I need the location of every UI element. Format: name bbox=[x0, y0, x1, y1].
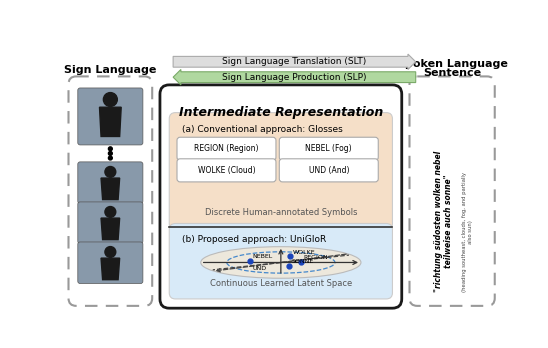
FancyBboxPatch shape bbox=[279, 159, 378, 182]
Ellipse shape bbox=[201, 247, 361, 278]
Text: UND: UND bbox=[253, 266, 267, 270]
Text: Sign Language Translation (SLT): Sign Language Translation (SLT) bbox=[222, 57, 367, 66]
Circle shape bbox=[109, 151, 112, 155]
FancyBboxPatch shape bbox=[279, 137, 378, 160]
Text: WOLKE (Cloud): WOLKE (Cloud) bbox=[198, 166, 255, 175]
Text: Intermediate Representation: Intermediate Representation bbox=[179, 106, 383, 119]
Text: (b) Proposed approach: UniGloR: (b) Proposed approach: UniGloR bbox=[181, 235, 326, 244]
FancyBboxPatch shape bbox=[78, 202, 143, 244]
Text: SONNE: SONNE bbox=[291, 259, 313, 264]
Text: Sign Language Production (SLP): Sign Language Production (SLP) bbox=[222, 73, 367, 82]
Text: NEBEL (Fog): NEBEL (Fog) bbox=[305, 144, 352, 153]
Polygon shape bbox=[101, 178, 119, 200]
Text: REGION: REGION bbox=[303, 255, 328, 260]
Circle shape bbox=[104, 93, 117, 106]
Polygon shape bbox=[101, 258, 119, 280]
Circle shape bbox=[105, 166, 116, 177]
Polygon shape bbox=[173, 54, 416, 70]
Circle shape bbox=[105, 247, 116, 258]
Circle shape bbox=[109, 156, 112, 160]
Text: Discrete Human-annotated Symbols: Discrete Human-annotated Symbols bbox=[204, 208, 357, 217]
FancyBboxPatch shape bbox=[177, 137, 276, 160]
Text: NEBEL: NEBEL bbox=[253, 254, 273, 259]
FancyBboxPatch shape bbox=[409, 77, 495, 306]
Polygon shape bbox=[173, 70, 416, 85]
Text: Sentence: Sentence bbox=[423, 68, 481, 78]
FancyBboxPatch shape bbox=[169, 113, 392, 230]
Text: Spoken Language: Spoken Language bbox=[397, 59, 507, 69]
Text: WOLKE: WOLKE bbox=[293, 250, 316, 255]
Text: (heading southeast, clouds, fog, and partially
also sun): (heading southeast, clouds, fog, and par… bbox=[462, 172, 473, 292]
Text: Sign Language: Sign Language bbox=[64, 65, 157, 75]
FancyBboxPatch shape bbox=[160, 85, 402, 308]
Text: REGION (Region): REGION (Region) bbox=[194, 144, 259, 153]
Text: "richtung südosten wolken nebel
teilweise auch sonne": "richtung südosten wolken nebel teilweis… bbox=[434, 151, 453, 292]
Circle shape bbox=[109, 147, 112, 151]
FancyBboxPatch shape bbox=[169, 223, 392, 299]
FancyBboxPatch shape bbox=[78, 162, 143, 204]
Polygon shape bbox=[101, 218, 119, 240]
FancyBboxPatch shape bbox=[78, 242, 143, 284]
Polygon shape bbox=[100, 107, 121, 136]
Circle shape bbox=[105, 207, 116, 217]
Text: (a) Conventional approach: Glosses: (a) Conventional approach: Glosses bbox=[181, 125, 342, 134]
FancyBboxPatch shape bbox=[177, 159, 276, 182]
Text: UND (And): UND (And) bbox=[309, 166, 349, 175]
FancyBboxPatch shape bbox=[78, 88, 143, 145]
Text: Continuous Learned Latent Space: Continuous Learned Latent Space bbox=[210, 279, 352, 288]
FancyBboxPatch shape bbox=[68, 77, 152, 306]
